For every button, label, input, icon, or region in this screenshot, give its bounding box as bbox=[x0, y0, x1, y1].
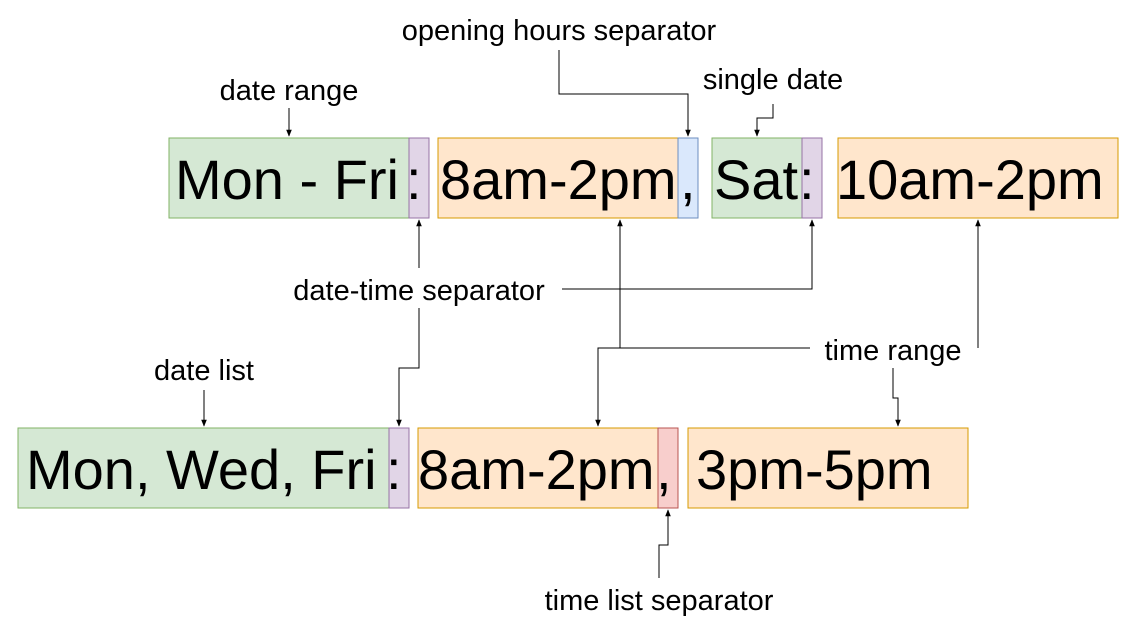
time-range-text-3: 8am-2pm bbox=[418, 438, 655, 501]
time-list-separator-box bbox=[657, 427, 679, 509]
label-date-time-separator: date-time separator bbox=[293, 275, 545, 307]
opening-hours-separator-box bbox=[677, 137, 699, 219]
label-time-list-separator: time list separator bbox=[545, 585, 774, 617]
date-list-box bbox=[17, 427, 390, 509]
connector-time-range-row2b bbox=[892, 368, 901, 427]
connector-time-list-separator bbox=[658, 509, 671, 578]
time-range-text-4: 3pm-5pm bbox=[696, 438, 933, 501]
label-time-range: time range bbox=[824, 335, 961, 367]
time-list-separator-text: , bbox=[656, 438, 672, 501]
connector-opening-hours-separator bbox=[558, 50, 691, 137]
single-date-text: Sat bbox=[714, 148, 798, 211]
label-opening-hours-separator: opening hours separator bbox=[402, 15, 717, 47]
time-range-text-1: 8am-2pm bbox=[440, 148, 677, 211]
time-range-box-3 bbox=[417, 427, 659, 509]
date-time-separator-box-3 bbox=[388, 427, 410, 509]
connector-date-time-separator-2 bbox=[562, 219, 815, 290]
date-time-separator-box-2 bbox=[801, 137, 823, 219]
opening-hours-separator-text: , bbox=[680, 148, 696, 211]
label-single-date: single date bbox=[703, 64, 843, 96]
time-range-text-2: 10am-2pm bbox=[836, 148, 1104, 211]
time-range-box-1 bbox=[437, 137, 679, 219]
date-time-separator-text-3: : bbox=[386, 438, 402, 501]
connector-single-date bbox=[754, 104, 774, 137]
date-time-separator-text-1: : bbox=[406, 148, 422, 211]
date-range-box bbox=[168, 137, 410, 219]
connector-time-range-main bbox=[595, 347, 810, 427]
connector-date-time-separator-3 bbox=[396, 308, 420, 427]
date-time-separator-box-1 bbox=[408, 137, 430, 219]
date-range-text: Mon - Fri bbox=[175, 148, 399, 211]
label-date-list: date list bbox=[154, 355, 254, 387]
time-range-box-2 bbox=[837, 137, 1119, 219]
date-list-text: Mon, Wed, Fri bbox=[26, 438, 377, 501]
label-date-range: date range bbox=[220, 75, 359, 107]
time-range-box-4 bbox=[687, 427, 969, 509]
date-time-separator-text-2: : bbox=[799, 148, 815, 211]
